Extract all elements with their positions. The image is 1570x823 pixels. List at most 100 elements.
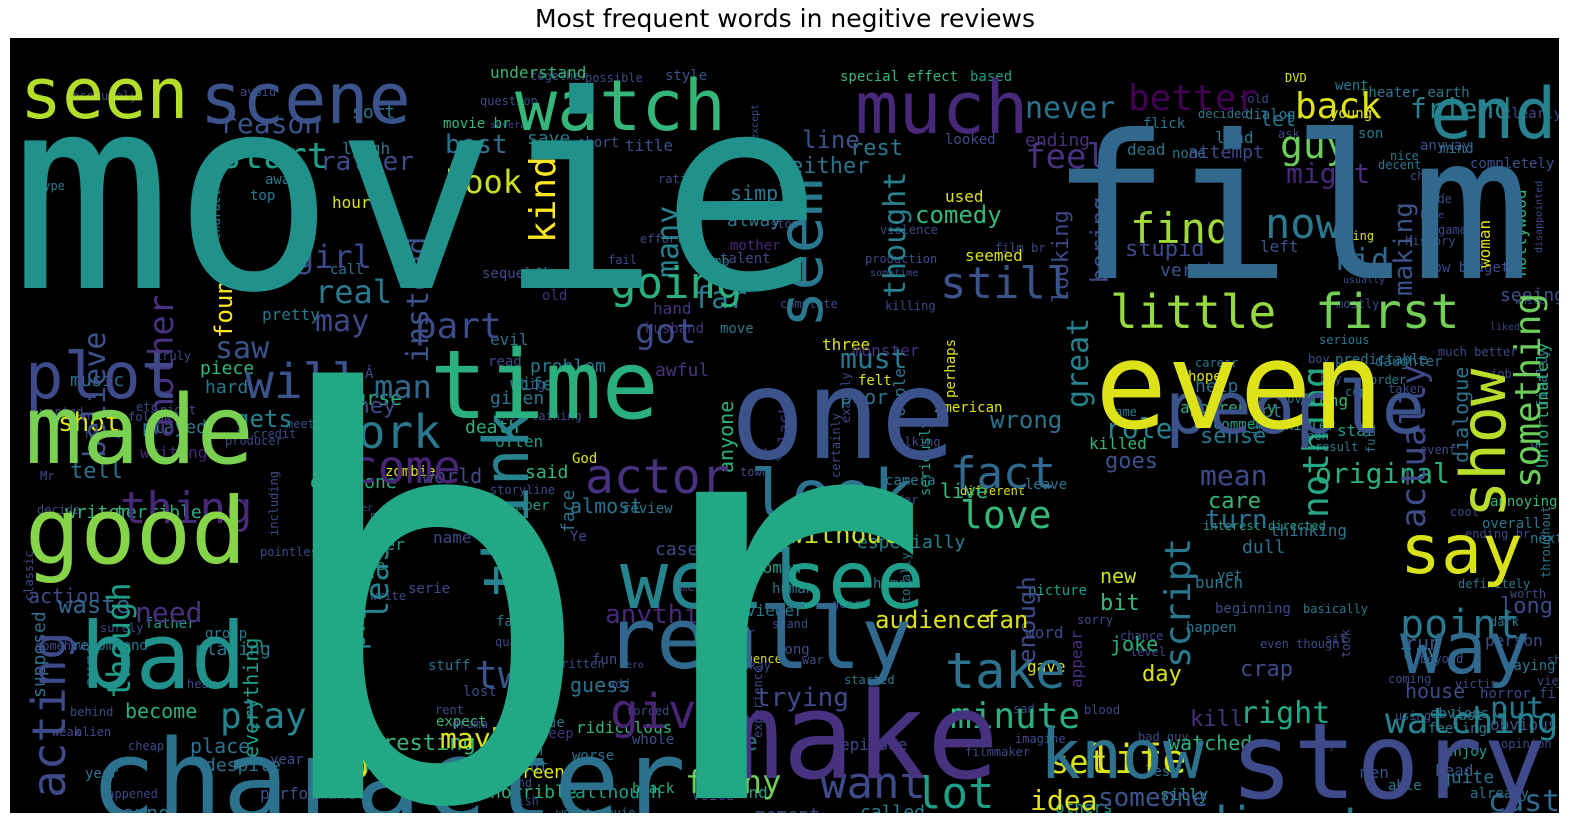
- word-bunch: bunch: [1195, 573, 1243, 592]
- word-flick: flick: [1143, 116, 1186, 132]
- word-killer: killer: [1285, 418, 1336, 434]
- word-totally: totally: [899, 552, 913, 603]
- word-done: done: [700, 728, 758, 756]
- word-father: father: [145, 616, 196, 632]
- word-may: may: [315, 304, 369, 339]
- word-bring: bring: [1338, 229, 1374, 243]
- word-possible: possible: [585, 71, 643, 85]
- word-moment: moment: [755, 805, 820, 813]
- word-first: first: [1315, 284, 1460, 340]
- word-sound: sound: [110, 801, 170, 813]
- word-worth: worth: [1510, 587, 1546, 601]
- word-effort: effort: [640, 232, 683, 246]
- word-rent: rent: [435, 703, 464, 717]
- word-lead: lead: [1215, 128, 1254, 147]
- word-start: start: [220, 136, 328, 177]
- word-cool: cool: [1450, 505, 1479, 519]
- word-hero: hero: [620, 660, 644, 671]
- word-event: event: [1420, 443, 1456, 457]
- word-understand: understand: [490, 63, 586, 82]
- word-boy: boy: [1308, 352, 1330, 366]
- word-film-br: film br: [995, 241, 1046, 255]
- word-stupid: stupid: [1125, 237, 1204, 262]
- word-last: last: [1450, 708, 1484, 724]
- word-thing: thing: [120, 483, 252, 534]
- word-left: left: [1260, 237, 1299, 256]
- word-called: called: [860, 802, 925, 813]
- word-using: using: [1395, 709, 1431, 723]
- word-bad: bad: [80, 603, 246, 710]
- word-one: one: [730, 343, 956, 488]
- word-right: right: [1240, 696, 1330, 731]
- word-women: women: [753, 558, 801, 577]
- word-completely: completely: [1470, 156, 1554, 172]
- word-face: face: [558, 490, 579, 533]
- word-find: find: [1130, 204, 1231, 253]
- word-young: young: [1330, 106, 1372, 122]
- word-hollywood: Hollywood: [1511, 189, 1530, 276]
- word-old: old: [542, 288, 567, 304]
- word-seeing: seeing: [1500, 285, 1559, 306]
- word-away: away: [265, 172, 299, 188]
- word-white: white: [1515, 296, 1545, 307]
- word-certainly: certainly: [829, 413, 843, 478]
- word-talent: talent: [720, 251, 771, 267]
- word-experience: experience: [751, 666, 765, 738]
- word-cast: cast: [1488, 784, 1559, 813]
- word-funny: funny: [685, 763, 781, 801]
- word-fall: fall: [496, 614, 530, 630]
- word-music: music: [70, 370, 124, 391]
- word-imagine: imagine: [1015, 732, 1066, 746]
- word-sad: sad: [1013, 702, 1035, 716]
- word-house: house: [1405, 679, 1465, 703]
- word-movie-br: movie br: [443, 116, 510, 132]
- word-laugh: laugh: [342, 139, 390, 158]
- word-liked: liked: [1490, 322, 1520, 333]
- word-hard: hard: [205, 377, 248, 398]
- word-group: group: [205, 626, 247, 642]
- word-alway: alway: [727, 210, 781, 231]
- word-far: far: [693, 281, 747, 316]
- word-gets: gets: [235, 405, 293, 433]
- word-finally: finally: [1535, 349, 1551, 408]
- word-let: let: [1260, 107, 1296, 131]
- word-example: example: [326, 558, 385, 574]
- word-expect: expect: [436, 714, 487, 730]
- word-love: love: [960, 493, 1052, 537]
- word-victim: victim: [1455, 677, 1498, 691]
- word-kid: kid: [1335, 243, 1389, 278]
- word-type: type: [36, 179, 65, 193]
- word-monster: monster: [852, 341, 920, 360]
- word-put: put: [1490, 691, 1544, 726]
- word-simply: simply: [730, 181, 802, 205]
- word-course: course: [330, 386, 402, 410]
- word-something: something: [1508, 293, 1549, 488]
- word-best: best: [445, 130, 508, 160]
- word-kill: kill: [1190, 707, 1243, 732]
- word-girl: girl: [295, 238, 372, 276]
- word-able: able: [1388, 778, 1422, 794]
- word-dull: dull: [1242, 537, 1285, 558]
- word-coming: coming: [1388, 672, 1431, 686]
- word-hand: hand: [653, 299, 692, 318]
- word-role: role: [1105, 412, 1172, 445]
- word-money: money: [330, 394, 396, 419]
- word-man: man: [374, 368, 432, 406]
- word-horrible: horrible: [490, 782, 577, 803]
- word-name: name: [433, 528, 472, 547]
- word-year: year: [85, 766, 119, 782]
- word-nothing: nothing: [1296, 366, 1337, 518]
- word-war: war: [802, 653, 824, 667]
- word-exactly: exactly: [839, 372, 853, 423]
- word-lack: lack: [775, 404, 794, 443]
- word-rating: rating: [658, 172, 701, 186]
- word-word: word: [1025, 623, 1064, 642]
- word-star: star: [1337, 421, 1376, 440]
- word-set: set: [1050, 743, 1108, 781]
- word-head: head: [1435, 761, 1474, 780]
- word-town: town: [740, 465, 769, 479]
- word-side: side: [1423, 192, 1452, 206]
- word-worse: worse: [572, 748, 614, 764]
- word-lost: lost: [463, 684, 497, 700]
- word-okay: okay: [742, 659, 771, 673]
